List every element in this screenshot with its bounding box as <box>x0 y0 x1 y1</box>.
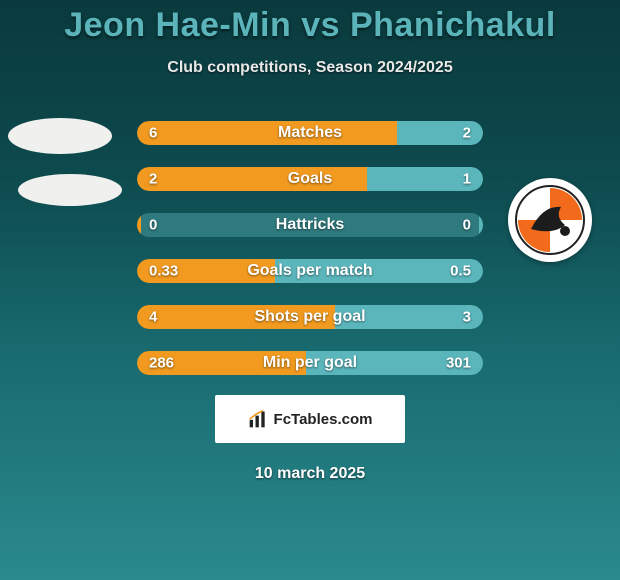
left-value: 2 <box>149 171 157 188</box>
stat-row: Shots per goal 4 3 <box>137 305 483 329</box>
stat-row: Goals 2 1 <box>137 167 483 191</box>
stat-label: Goals <box>288 170 332 188</box>
stat-row: Hattricks 0 0 <box>137 213 483 237</box>
page-title: Jeon Hae-Min vs Phanichakul <box>0 6 620 45</box>
club-crest-icon <box>515 185 585 255</box>
stat-row: Goals per match 0.33 0.5 <box>137 259 483 283</box>
right-value: 3 <box>463 309 471 326</box>
stat-label: Min per goal <box>263 354 357 372</box>
brand-logo-icon <box>248 409 268 429</box>
stat-label: Matches <box>278 124 342 142</box>
right-value: 0 <box>463 217 471 234</box>
right-value: 301 <box>446 355 471 372</box>
left-bar-segment <box>137 121 397 145</box>
date-text: 10 march 2025 <box>0 465 620 483</box>
left-value: 286 <box>149 355 174 372</box>
subtitle: Club competitions, Season 2024/2025 <box>0 59 620 77</box>
stat-row: Min per goal 286 301 <box>137 351 483 375</box>
left-value: 4 <box>149 309 157 326</box>
comparison-infographic: Jeon Hae-Min vs Phanichakul Club competi… <box>0 0 620 580</box>
right-value: 1 <box>463 171 471 188</box>
player-photo-fragment <box>18 174 122 206</box>
stat-label: Hattricks <box>276 216 344 234</box>
stat-row: Matches 6 2 <box>137 121 483 145</box>
player-photo-fragment <box>8 118 112 154</box>
left-bar-segment <box>137 167 367 191</box>
right-value: 0.5 <box>450 263 471 280</box>
stat-label: Shots per goal <box>254 308 365 326</box>
right-club-badge <box>508 178 592 262</box>
left-value: 6 <box>149 125 157 142</box>
right-value: 2 <box>463 125 471 142</box>
brand-chip: FcTables.com <box>215 395 405 443</box>
right-bar-segment <box>479 213 483 237</box>
left-value: 0.33 <box>149 263 178 280</box>
left-value: 0 <box>149 217 157 234</box>
stat-label: Goals per match <box>247 262 372 280</box>
brand-text: FcTables.com <box>274 411 373 428</box>
